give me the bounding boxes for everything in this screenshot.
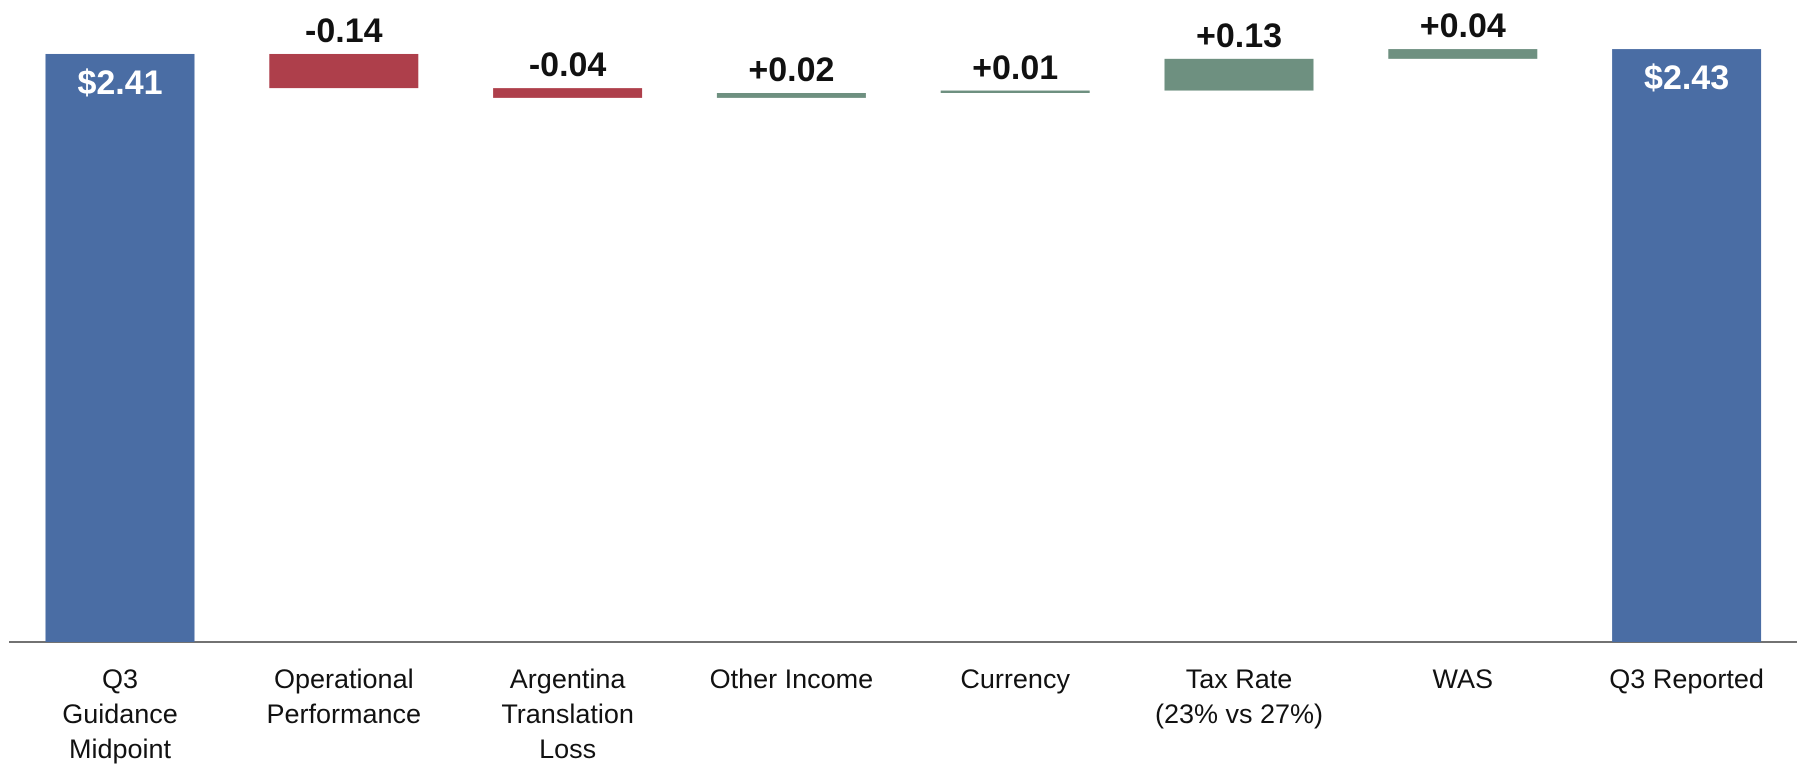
value-label: -0.14 bbox=[305, 11, 383, 50]
value-label: $2.41 bbox=[77, 63, 163, 102]
bar bbox=[1164, 58, 1314, 91]
value-label: +0.01 bbox=[972, 48, 1059, 87]
x-tick-label: Tax Rate (23% vs 27%) bbox=[1154, 664, 1324, 729]
bar bbox=[45, 53, 195, 642]
value-label: +0.04 bbox=[1419, 7, 1506, 46]
value-label: +0.02 bbox=[748, 51, 835, 89]
x-tick-label: Currency bbox=[960, 664, 1070, 694]
x-tick-label: Argentina Translation Loss bbox=[501, 664, 634, 764]
bar bbox=[1612, 49, 1762, 642]
x-tick-label: Other Income bbox=[709, 664, 874, 694]
bar bbox=[716, 93, 866, 98]
value-label: -0.04 bbox=[528, 46, 607, 85]
bar bbox=[493, 88, 643, 98]
bar bbox=[269, 53, 419, 89]
bar bbox=[1388, 49, 1538, 59]
value-label: +0.13 bbox=[1195, 16, 1283, 55]
value-label: $2.43 bbox=[1644, 59, 1730, 98]
bar bbox=[940, 90, 1090, 93]
x-tick-label: Q3 Guidance Midpoint bbox=[62, 664, 178, 764]
x-tick-label: Q3 Reported bbox=[1609, 664, 1764, 694]
x-tick-label: WAS bbox=[1432, 664, 1494, 694]
x-tick-label: Operational Performance bbox=[266, 664, 422, 729]
